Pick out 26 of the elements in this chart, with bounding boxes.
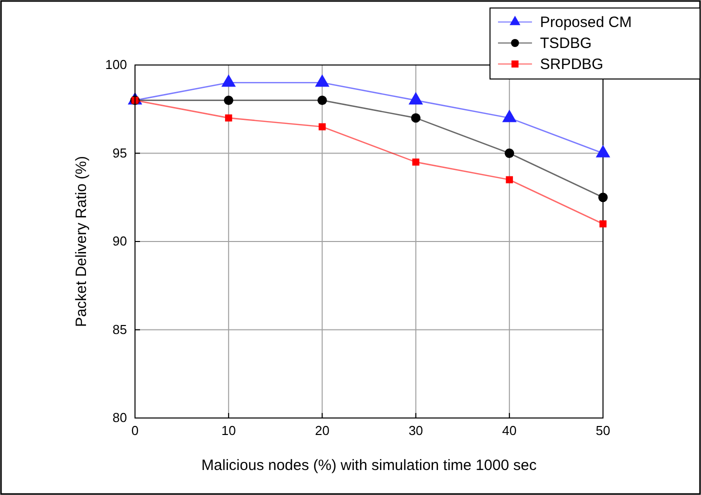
x-tick-label: 40 [502, 423, 517, 438]
x-tick-label: 0 [131, 423, 139, 438]
y-tick-label: 100 [105, 57, 127, 72]
point [598, 192, 608, 202]
x-axis-title: Malicious nodes (%) with simulation time 1000 sec [201, 457, 538, 474]
x-tick-label: 30 [408, 423, 424, 438]
y-tick-label: 85 [112, 322, 127, 337]
x-tick-label: 10 [221, 423, 236, 438]
point [411, 113, 421, 123]
point [506, 176, 513, 184]
x-tick-label: 20 [314, 423, 330, 438]
y-tick-label: 80 [112, 410, 127, 426]
point [412, 158, 420, 166]
legend-label: SRPDBG [540, 56, 604, 73]
y-axis-title: Packet Delivery Ratio (%) [73, 156, 90, 327]
legend-label: TSDBG [540, 35, 592, 52]
point [599, 220, 607, 228]
point [224, 96, 234, 106]
y-tick-label: 90 [112, 234, 127, 249]
point [225, 114, 232, 122]
y-tick-label: 95 [112, 145, 127, 160]
point [318, 123, 326, 130]
legend-label: Proposed CM [540, 14, 632, 31]
point [504, 148, 514, 158]
x-tick-label: 50 [596, 423, 610, 438]
point [317, 96, 327, 106]
